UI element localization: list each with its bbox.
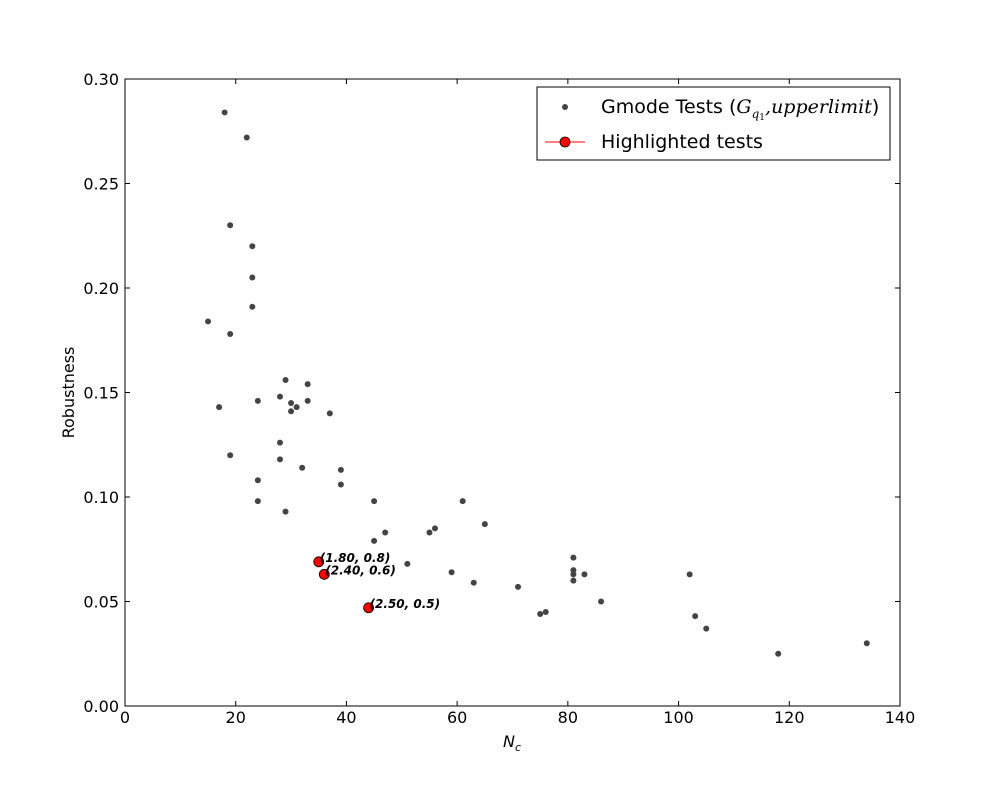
gmode-point: [299, 464, 306, 471]
gmode-point: [537, 611, 544, 618]
gmode-point: [277, 439, 283, 446]
gmode-point: [304, 381, 311, 388]
gmode-point: [227, 452, 234, 459]
y-tick-label: 0.15: [83, 384, 119, 403]
gmode-point: [249, 274, 256, 281]
gmode-point: [227, 222, 234, 229]
gmode-point: [382, 529, 389, 536]
y-tick-label: 0.10: [83, 488, 119, 507]
highlighted-point: [313, 556, 325, 568]
gmode-point: [277, 393, 283, 400]
gmode-point: [243, 134, 250, 141]
gmode-point: [448, 569, 455, 576]
gmode-point: [254, 397, 261, 404]
legend-box: [536, 86, 891, 161]
gmode-point: [863, 640, 870, 647]
y-tick-label: 0.00: [83, 697, 119, 716]
legend-highlight-marker: [559, 136, 571, 148]
plot-area: [124, 78, 901, 707]
gmode-point: [481, 521, 488, 528]
x-tick-label: 20: [226, 708, 246, 727]
gmode-point: [288, 399, 295, 406]
x-tick-labels: 0 20 40 60 80 100 120 140: [120, 708, 915, 727]
gmode-point: [598, 598, 605, 605]
gmode-point: [288, 408, 295, 415]
point-annotation: (2.40, 0.6): [325, 563, 396, 577]
highlighted-point: [363, 602, 374, 614]
gmode-point: [775, 650, 782, 657]
x-tick-label: 120: [774, 708, 805, 727]
gmode-point: [570, 577, 577, 584]
legend-gmode-marker: [562, 104, 568, 110]
x-axis-label: Nc: [503, 732, 521, 754]
gmode-point: [227, 330, 234, 337]
x-tick-label: 60: [447, 708, 467, 727]
gmode-point: [205, 318, 212, 325]
gmode-point: [249, 303, 256, 310]
gmode-point: [470, 579, 477, 586]
axis-ticks: [124, 78, 901, 707]
gmode-point: [277, 456, 283, 463]
gmode-point: [686, 571, 693, 578]
gmode-point: [542, 608, 549, 615]
gmode-point: [282, 376, 289, 383]
gmode-point: [459, 498, 466, 505]
x-tick-label: 140: [885, 708, 916, 727]
gmode-point: [304, 397, 311, 404]
gmode-point: [570, 554, 577, 561]
y-tick-label: 0.30: [83, 70, 119, 89]
gmode-point: [282, 508, 289, 515]
gmode-point: [371, 537, 378, 544]
y-tick-labels: 0.00 0.05 0.10 0.15 0.20 0.25 0.30: [83, 70, 119, 716]
gmode-point: [216, 404, 223, 411]
point-annotation: (2.50, 0.5): [370, 597, 441, 611]
gmode-point: [249, 243, 256, 250]
gmode-point: [326, 410, 333, 417]
gmode-point: [703, 625, 710, 632]
gmode-point: [221, 109, 228, 116]
gmode-point: [515, 583, 522, 590]
gmode-point: [404, 560, 411, 567]
x-tick-label: 100: [663, 708, 694, 727]
gmode-point: [293, 404, 300, 411]
legend-gmode-label: Gmode Tests (Gq1,upperlimit): [601, 96, 879, 123]
gmode-point: [337, 481, 344, 488]
gmode-points: [205, 109, 870, 657]
highlighted-point: [318, 568, 330, 580]
y-tick-label: 0.20: [83, 279, 119, 298]
highlighted-points: [313, 556, 374, 614]
gmode-point: [570, 571, 577, 578]
gmode-point: [426, 529, 433, 536]
x-tick-label: 40: [336, 708, 356, 727]
x-tick-label: 80: [558, 708, 578, 727]
point-annotation: (1.80, 0.8): [320, 551, 391, 565]
gmode-point: [432, 525, 438, 532]
point-annotations: (1.80, 0.8)(2.40, 0.6) (2.50, 0.5): [320, 551, 440, 611]
x-tick-label: 0: [120, 708, 130, 727]
y-tick-label: 0.25: [83, 175, 119, 194]
gmode-point: [254, 477, 261, 484]
gmode-point: [570, 567, 577, 574]
gmode-point: [371, 498, 378, 505]
y-tick-label: 0.05: [83, 593, 119, 612]
gmode-point: [337, 466, 344, 473]
gmode-point: [692, 613, 699, 620]
legend-highlight-label: Highlighted tests: [601, 131, 763, 153]
legend: Gmode Tests (Gq1,upperlimit) Highlighted…: [536, 86, 891, 161]
gmode-point: [254, 498, 261, 505]
gmode-point: [581, 571, 588, 578]
y-axis-label: Robustness: [59, 347, 78, 439]
